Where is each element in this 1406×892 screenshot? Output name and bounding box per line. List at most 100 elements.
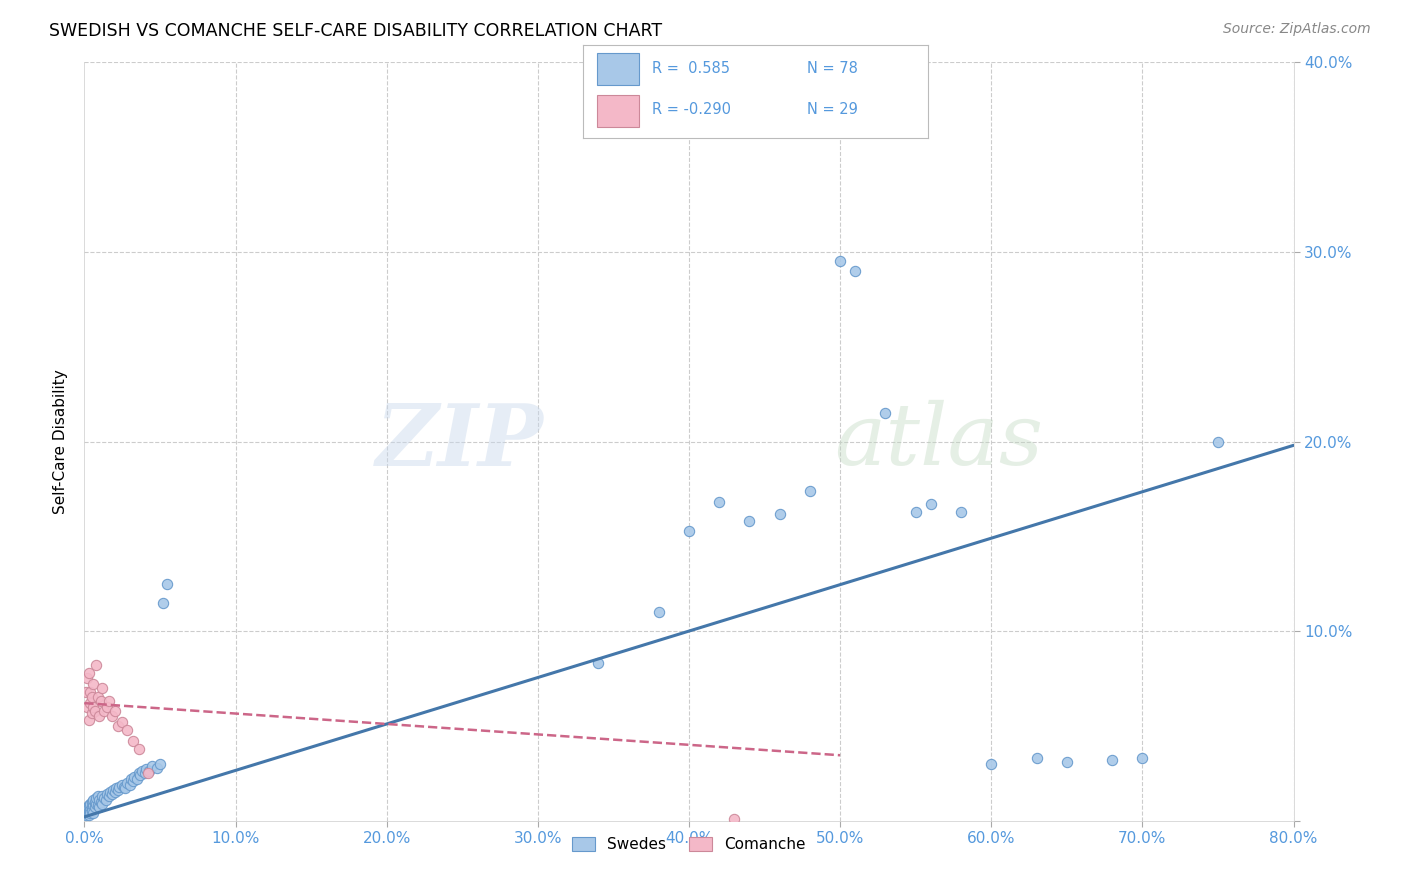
Point bbox=[94, 793, 117, 807]
Point bbox=[122, 770, 145, 784]
Point bbox=[76, 800, 98, 814]
Point bbox=[648, 605, 671, 619]
Point bbox=[738, 514, 761, 528]
Point bbox=[980, 756, 1002, 771]
Point bbox=[79, 802, 101, 816]
Text: SWEDISH VS COMANCHE SELF-CARE DISABILITY CORRELATION CHART: SWEDISH VS COMANCHE SELF-CARE DISABILITY… bbox=[49, 22, 662, 40]
Point bbox=[146, 760, 169, 774]
Point bbox=[76, 806, 98, 821]
Point bbox=[93, 704, 115, 718]
Point bbox=[678, 524, 700, 538]
Point bbox=[104, 785, 127, 799]
Point bbox=[112, 780, 135, 794]
Point bbox=[100, 709, 122, 723]
Point bbox=[77, 713, 100, 727]
Point bbox=[80, 800, 103, 814]
Point bbox=[141, 758, 163, 772]
Point bbox=[118, 778, 141, 792]
Text: N = 78: N = 78 bbox=[807, 61, 858, 76]
Point bbox=[769, 507, 792, 521]
Point bbox=[129, 768, 152, 782]
Point bbox=[111, 715, 134, 730]
Point bbox=[920, 497, 942, 511]
Point bbox=[128, 741, 150, 756]
Point bbox=[87, 690, 110, 705]
Point bbox=[91, 797, 114, 811]
Point bbox=[89, 709, 111, 723]
Point bbox=[80, 804, 103, 818]
Point bbox=[128, 766, 150, 780]
Point bbox=[84, 800, 107, 814]
Point bbox=[108, 780, 131, 794]
Point bbox=[80, 690, 103, 705]
Y-axis label: Self-Care Disability: Self-Care Disability bbox=[53, 369, 69, 514]
Point bbox=[97, 789, 120, 803]
Point bbox=[84, 704, 107, 718]
Point bbox=[588, 657, 610, 671]
Point bbox=[75, 685, 97, 699]
Point bbox=[100, 787, 122, 801]
Point bbox=[87, 798, 110, 813]
Point bbox=[76, 672, 98, 686]
Point bbox=[84, 795, 107, 809]
Point bbox=[91, 681, 114, 695]
Point bbox=[79, 696, 101, 710]
Point bbox=[107, 719, 129, 733]
Point bbox=[115, 776, 138, 790]
Point bbox=[98, 785, 121, 799]
Point bbox=[79, 685, 101, 699]
Text: ZIP: ZIP bbox=[375, 400, 544, 483]
Point bbox=[104, 704, 127, 718]
Point bbox=[82, 793, 104, 807]
Point bbox=[127, 772, 149, 786]
Point bbox=[75, 804, 97, 818]
Point bbox=[90, 694, 112, 708]
Point bbox=[149, 756, 172, 771]
Point bbox=[709, 495, 731, 509]
Point bbox=[86, 791, 108, 805]
Point bbox=[82, 699, 104, 714]
Text: atlas: atlas bbox=[834, 401, 1043, 483]
Point bbox=[89, 793, 111, 807]
Point bbox=[875, 406, 897, 420]
Point bbox=[111, 778, 134, 792]
Point bbox=[138, 764, 160, 779]
Point bbox=[152, 596, 174, 610]
Point bbox=[830, 254, 852, 268]
Point bbox=[82, 677, 104, 691]
Point bbox=[86, 658, 108, 673]
Text: N = 29: N = 29 bbox=[807, 103, 858, 117]
Point bbox=[844, 264, 866, 278]
Bar bbox=[598, 53, 638, 85]
Point bbox=[1206, 434, 1229, 449]
Point bbox=[121, 734, 143, 748]
Point bbox=[77, 808, 100, 822]
Point bbox=[79, 797, 101, 811]
Point bbox=[96, 787, 118, 801]
Point bbox=[156, 576, 179, 591]
Point bbox=[799, 483, 821, 498]
Text: R =  0.585: R = 0.585 bbox=[652, 61, 730, 76]
Point bbox=[90, 795, 112, 809]
Point bbox=[120, 772, 142, 786]
Point bbox=[89, 800, 111, 814]
Point bbox=[76, 802, 98, 816]
Point bbox=[82, 806, 104, 821]
Point bbox=[904, 505, 927, 519]
Point bbox=[82, 798, 104, 813]
Point bbox=[77, 804, 100, 818]
Point bbox=[135, 763, 157, 777]
Point bbox=[115, 723, 138, 737]
Point bbox=[80, 795, 103, 809]
Legend: Swedes, Comanche: Swedes, Comanche bbox=[567, 831, 811, 858]
Point bbox=[723, 812, 745, 826]
Text: Source: ZipAtlas.com: Source: ZipAtlas.com bbox=[1223, 22, 1371, 37]
Point bbox=[77, 798, 100, 813]
Point bbox=[93, 791, 115, 805]
Point bbox=[96, 699, 118, 714]
Point bbox=[91, 789, 114, 803]
Point bbox=[136, 766, 159, 780]
Point bbox=[107, 783, 129, 797]
Point bbox=[75, 808, 97, 822]
Point bbox=[131, 764, 153, 779]
